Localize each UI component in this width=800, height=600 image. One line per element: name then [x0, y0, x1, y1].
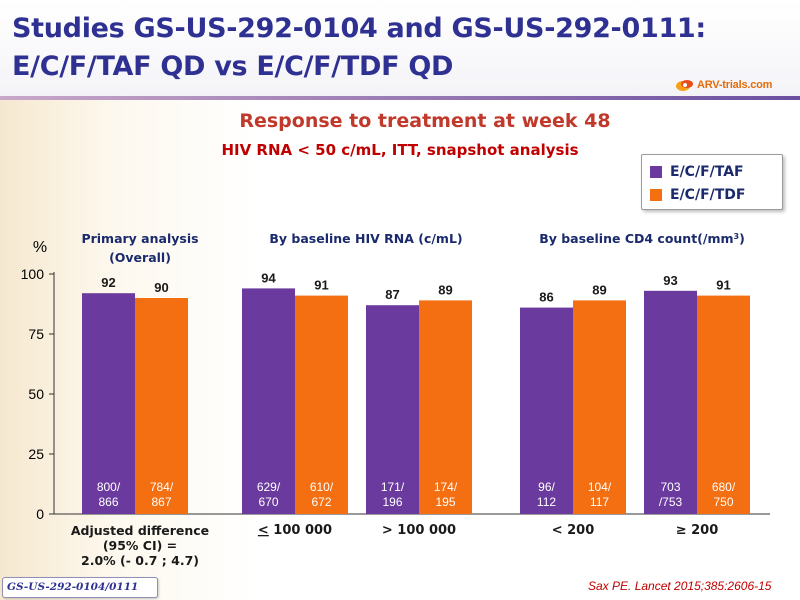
y-tick-label-3: 75 [28, 326, 44, 342]
legend-item-tdf: E/C/F/TDF [650, 183, 782, 206]
bar-count-top-0-0: 800/ [97, 480, 121, 494]
bar-value-label-3-0: 86 [539, 290, 553, 305]
title-line-1: Studies GS-US-292-0104 and GS-US-292-011… [12, 13, 706, 44]
bar-value-label-4-0: 93 [663, 273, 677, 288]
adjusted-difference-line-1: (95% CI) = [103, 538, 177, 553]
bar-count-bottom-4-1: 750 [713, 495, 733, 509]
bar-value-label-3-1: 89 [592, 282, 606, 297]
bar-count-bottom-3-1: 117 [590, 495, 609, 509]
bar-count-bottom-3-0: 112 [537, 495, 556, 509]
bar-count-top-3-1: 104/ [588, 480, 612, 494]
bar-count-bottom-1-1: 672 [311, 495, 331, 509]
section-header-2: By baseline CD4 count(/mm3) [539, 231, 745, 246]
bar-count-bottom-2-0: 196 [382, 495, 402, 509]
bar-0-taf [82, 293, 135, 514]
bar-count-bottom-0-1: 867 [151, 495, 171, 509]
bar-value-label-2-0: 87 [385, 287, 399, 302]
bar-count-top-1-1: 610/ [310, 480, 334, 494]
legend-swatch-tdf [650, 188, 662, 201]
bar-0-tdf [135, 298, 188, 514]
chart-subtitle: HIV RNA < 50 c/mL, ITT, snapshot analysi… [221, 141, 579, 159]
bar-value-label-1-0: 94 [261, 270, 276, 285]
bar-value-label-1-1: 91 [314, 278, 328, 293]
chart-legend: E/C/F/TAF E/C/F/TDF [641, 154, 783, 210]
x-category-label-3: < 200 [552, 523, 595, 538]
y-tick-label-2: 50 [28, 386, 44, 402]
bar-count-top-2-0: 171/ [381, 480, 405, 494]
x-category-label-4: ≥ 200 [676, 523, 719, 538]
bar-2-taf [366, 305, 419, 514]
citation: Sax PE. Lancet 2015;385:2606-15 [588, 579, 772, 593]
bar-3-tdf [573, 300, 626, 514]
section-header-1: By baseline HIV RNA (c/mL) [269, 231, 462, 246]
bar-2-tdf [419, 300, 472, 514]
bar-count-top-3-0: 96/ [538, 480, 555, 494]
bar-count-top-4-1: 680/ [712, 480, 736, 494]
bar-1-tdf [295, 295, 348, 514]
slide-header: Studies GS-US-292-0104 and GS-US-292-011… [0, 0, 800, 96]
section-header-0-line2: (Overall) [109, 250, 171, 265]
y-axis-label: % [33, 239, 47, 256]
bar-value-label-0-1: 90 [154, 280, 168, 295]
bar-1-taf [242, 288, 295, 514]
arv-trials-logo[interactable]: ARV-trials.com [675, 76, 772, 94]
chart-title: Response to treatment at week 48 [239, 110, 611, 132]
adjusted-difference-line-0: Adjusted difference [71, 523, 209, 538]
legend-item-taf: E/C/F/TAF [650, 160, 782, 183]
study-id-badge: GS-US-292-0104/0111 [2, 577, 158, 598]
bar-3-taf [520, 307, 573, 514]
bar-count-bottom-0-0: 866 [98, 495, 118, 509]
x-category-label-1: < 100 000 [258, 523, 332, 538]
legend-label-taf: E/C/F/TAF [670, 163, 744, 180]
bar-4-taf [644, 290, 697, 514]
bar-value-label-0-0: 92 [101, 275, 115, 290]
bar-value-label-2-1: 89 [438, 282, 452, 297]
legend-swatch-taf [650, 165, 662, 178]
logo-text: ARV-trials.com [697, 79, 773, 91]
section-header-0: Primary analysis [81, 231, 198, 246]
y-tick-label-0: 0 [36, 506, 44, 522]
slide-title: Studies GS-US-292-0104 and GS-US-292-011… [12, 10, 712, 86]
bar-value-label-4-1: 91 [716, 278, 730, 293]
bar-4-tdf [697, 295, 750, 514]
y-tick-label-1: 25 [28, 446, 44, 462]
y-tick-label-4: 100 [21, 266, 45, 282]
header-divider [0, 96, 800, 100]
bar-count-top-2-1: 174/ [434, 480, 458, 494]
bar-count-bottom-4-0: /753 [659, 495, 683, 509]
x-category-label-2: > 100 000 [382, 523, 456, 538]
bar-count-bottom-2-1: 195 [435, 495, 455, 509]
bar-count-top-4-0: 703 [660, 480, 680, 494]
arv-logo-icon [675, 77, 695, 93]
bar-count-bottom-1-0: 670 [258, 495, 278, 509]
legend-label-tdf: E/C/F/TDF [670, 186, 746, 203]
bar-count-top-1-0: 629/ [257, 480, 281, 494]
bar-count-top-0-1: 784/ [150, 480, 174, 494]
adjusted-difference-line-2: 2.0% (- 0.7 ; 4.7) [81, 553, 199, 568]
title-line-2: E/C/F/TAF QD vs E/C/F/TDF QD [12, 51, 454, 82]
